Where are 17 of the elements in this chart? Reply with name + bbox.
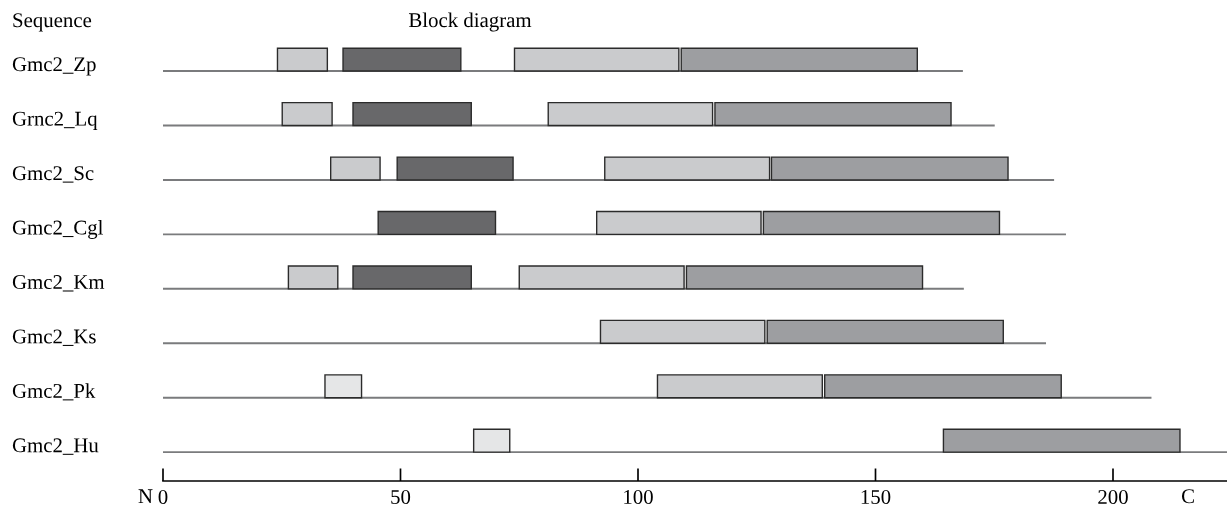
x-tick-label: 0 (158, 489, 168, 504)
y-tick-label: Gmc2_Zp (12, 57, 96, 76)
x-tick-label: 100 (624, 489, 653, 504)
x-tick-label: 150 (861, 489, 891, 504)
y-tick-label: Gmc2_Ks (12, 329, 96, 346)
y-tick-label: Grnc2_Lq (12, 111, 98, 130)
y-tick-label: Gmc2_Pk (12, 383, 96, 401)
text: C (1181, 489, 1194, 504)
text: N (138, 489, 153, 504)
y-tick-label: Gmc2_Km (12, 275, 105, 292)
chart-title: Block diagram (408, 12, 532, 32)
y-tick-label: Gmc2_Hu (12, 438, 99, 455)
y-tick-label: Gmc2_Sc (12, 166, 94, 183)
x-tick-label: 50 (391, 489, 411, 504)
y-axis-title: Sequence (13, 13, 92, 32)
x-tick-label: 200 (1098, 489, 1128, 504)
y-tick-label: Gmc2_Cgl (12, 219, 104, 239)
